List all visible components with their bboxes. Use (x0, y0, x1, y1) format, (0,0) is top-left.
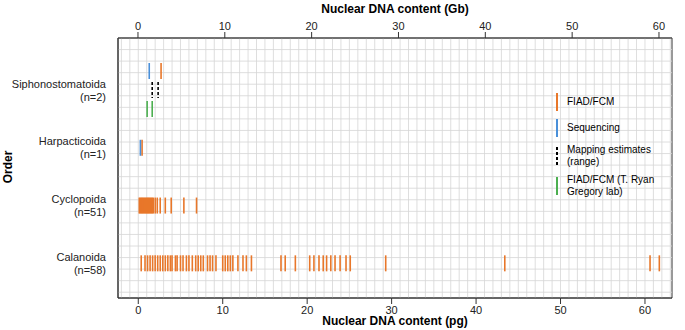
svg-text:50: 50 (566, 20, 578, 32)
svg-text:50: 50 (554, 304, 566, 316)
svg-text:Cyclopoida(n=51): Cyclopoida(n=51) (52, 193, 107, 218)
svg-text:40: 40 (479, 20, 491, 32)
svg-text:Calanoida(n=58): Calanoida(n=58) (56, 251, 106, 276)
svg-text:60: 60 (653, 20, 665, 32)
svg-text:40: 40 (470, 304, 482, 316)
svg-text:30: 30 (385, 303, 398, 316)
svg-text:20: 20 (306, 20, 318, 32)
html-text:Nuclear DNA content (pg): Nuclear DNA content (pg) (322, 314, 468, 328)
html-text:Order: Order (1, 150, 15, 184)
html-text:Sequencing: Sequencing (567, 122, 620, 133)
html-text:Nuclear DNA content (Gb): Nuclear DNA content (Gb) (321, 2, 469, 16)
html-text:FIAD/FCM (T. Ryan Gregory lab): FIAD/FCM (T. Ryan Gregory lab) (567, 174, 655, 197)
html-text:FIAD/FCM: FIAD/FCM (567, 96, 615, 107)
svg-text:0: 0 (135, 20, 141, 32)
svg-text:Siphonostomatoida(n=2): Siphonostomatoida(n=2) (12, 78, 107, 103)
svg-text:Harpacticoida(n=1): Harpacticoida(n=1) (39, 135, 107, 160)
html-text:Mapping estimates (range): Mapping estimates (range) (567, 144, 651, 167)
svg-text:60: 60 (639, 304, 651, 316)
svg-text:10: 10 (217, 304, 229, 316)
svg-text:0: 0 (135, 304, 141, 316)
svg-text:20: 20 (301, 304, 313, 316)
svg-text:10: 10 (219, 20, 231, 32)
svg-text:30: 30 (392, 20, 404, 32)
